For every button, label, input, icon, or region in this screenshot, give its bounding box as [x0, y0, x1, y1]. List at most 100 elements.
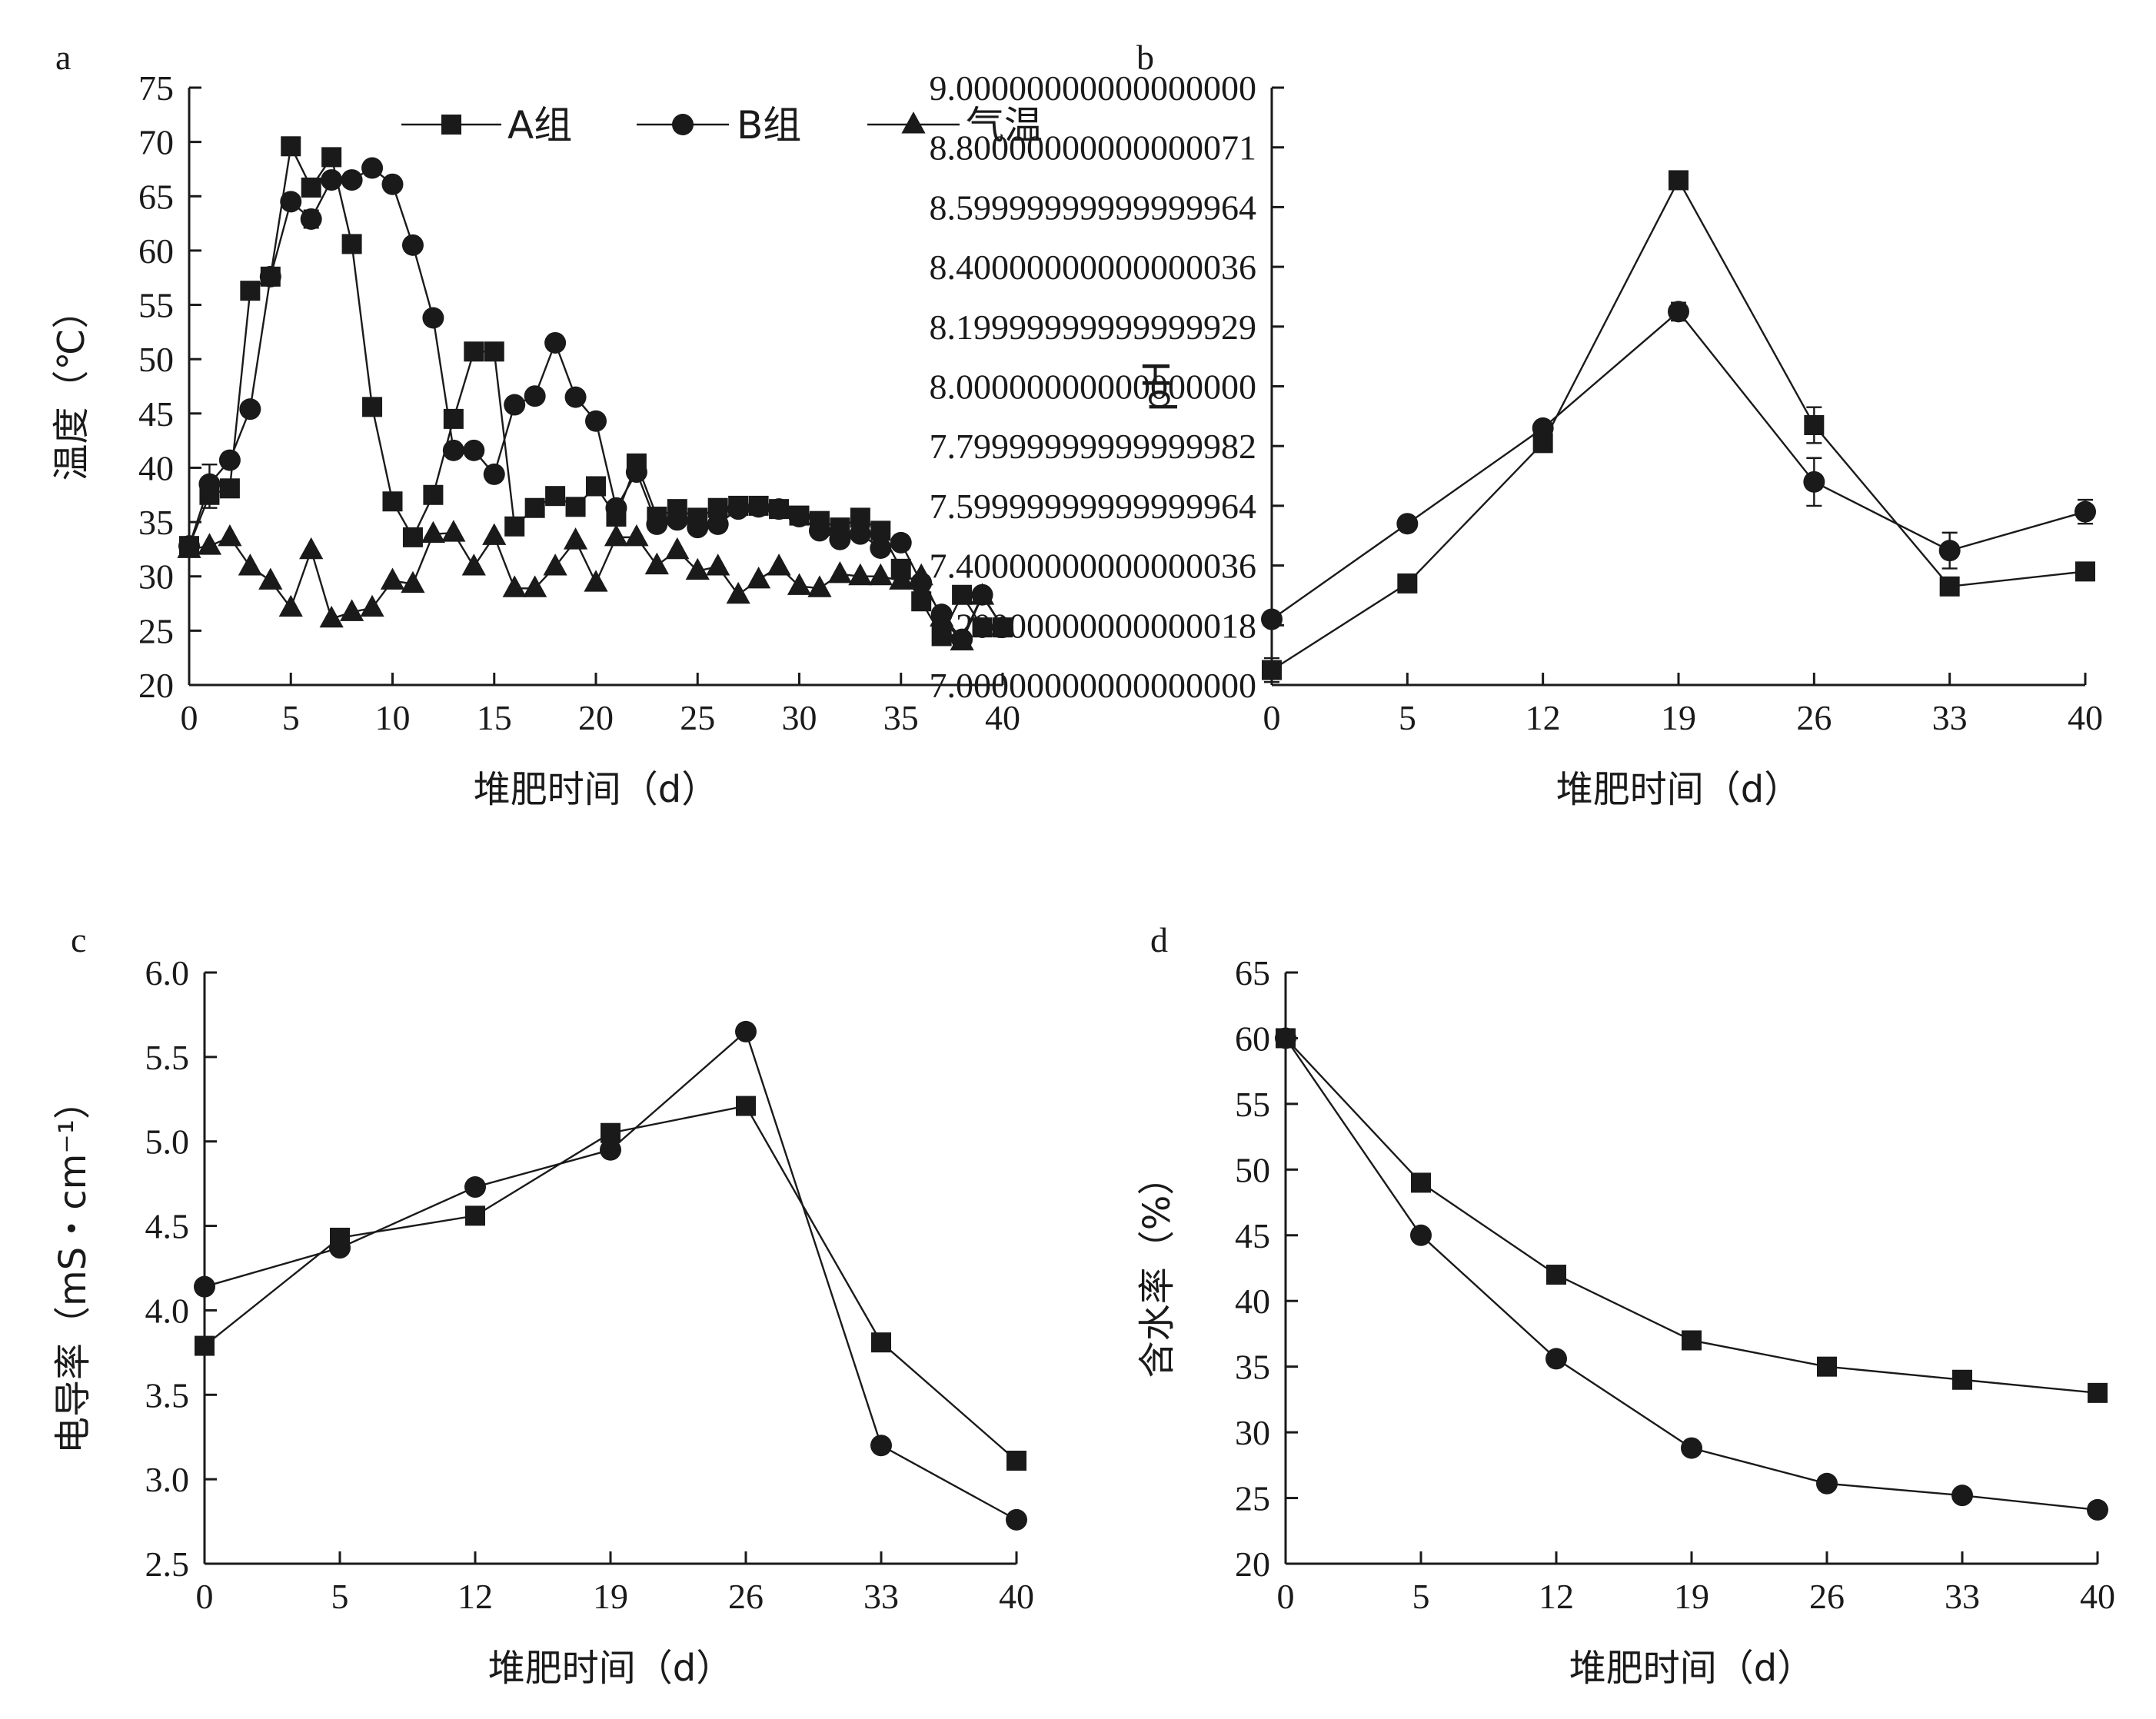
- y-tick-label: 4.5: [145, 1207, 190, 1246]
- data-point-square: [465, 1205, 485, 1226]
- x-tick-label: 26: [1809, 1577, 1845, 1616]
- x-tick-label: 19: [1674, 1577, 1709, 1616]
- data-point-circle: [1261, 608, 1283, 630]
- data-point-circle: [1532, 417, 1554, 439]
- data-point-square: [195, 1335, 215, 1356]
- y-tick-label: 60: [1235, 1019, 1270, 1058]
- y-tick-label: 7.20000000000000018: [930, 606, 1257, 645]
- data-point-circle: [2074, 500, 2096, 523]
- data-point-circle: [1668, 301, 1689, 323]
- data-point-circle: [280, 191, 302, 213]
- data-point-circle: [239, 398, 261, 421]
- x-tick-label: 5: [331, 1577, 349, 1616]
- chart-panel-c: c 0 5 12 19 26 33 40 2.5 3.0 3.5 4.0 4.5 5.0 5.5 6.0 堆肥时…: [52, 920, 1034, 1690]
- data-point-triangle: [482, 523, 507, 545]
- x-tick-label: 30: [782, 698, 817, 737]
- data-point-triangle: [523, 575, 547, 597]
- data-point-square: [281, 136, 301, 157]
- data-point-circle: [1816, 1472, 1838, 1495]
- y-tick-label: 25: [1235, 1479, 1270, 1518]
- chart-panel-d: d 0 5 12 19 26 33 40 20 25 30 35 40 45 50 55 60 65 堆肥时间（d）…: [1136, 920, 2115, 1690]
- x-tick-label: 25: [680, 698, 715, 737]
- data-point-triangle: [197, 533, 222, 555]
- data-point-triangle: [706, 554, 730, 576]
- data-point-triangle: [360, 594, 384, 617]
- y-tick-label: 70: [138, 123, 174, 162]
- data-point-circle: [198, 473, 221, 495]
- data-point-square: [586, 476, 606, 497]
- y-tick-label: 8.59999999999999964: [930, 188, 1257, 227]
- data-point-circle: [585, 410, 607, 432]
- x-tick-label: 19: [593, 1577, 628, 1616]
- data-point-circle: [849, 523, 871, 545]
- data-point-square: [443, 408, 464, 429]
- data-point-square: [972, 617, 993, 638]
- data-point-circle: [666, 509, 688, 531]
- data-point-triangle: [970, 583, 995, 605]
- data-point-circle: [735, 1020, 757, 1042]
- x-tick-label: 19: [1661, 698, 1696, 737]
- data-point-triangle: [848, 563, 873, 586]
- y-tick-label: 40: [1235, 1282, 1270, 1321]
- data-point-circle: [808, 520, 830, 542]
- data-point-circle: [1545, 1348, 1567, 1370]
- y-tick-label: 7.79999999999999982: [930, 427, 1257, 466]
- data-point-square: [2088, 1382, 2108, 1403]
- legend-marker-circle: [672, 114, 694, 135]
- y-tick-label: 35: [1235, 1348, 1270, 1387]
- x-tick-label: 20: [578, 698, 614, 737]
- y-tick-label: 20: [1235, 1544, 1270, 1584]
- series-triangle: [177, 520, 1015, 650]
- series-line: [1271, 310, 2086, 620]
- data-point-square: [952, 584, 973, 605]
- y-tick-label: 30: [138, 557, 174, 597]
- data-point-circle: [829, 528, 851, 550]
- data-point-triangle: [644, 552, 669, 575]
- data-point-triangle: [665, 537, 690, 560]
- data-point-triangle: [827, 560, 852, 584]
- data-point-triangle: [218, 524, 242, 547]
- data-point-square: [1804, 415, 1825, 436]
- series-circle: [1275, 1027, 2108, 1521]
- data-point-square: [504, 516, 525, 537]
- y-tick-label: 6.0: [145, 953, 190, 992]
- y-tick-label: 40: [138, 448, 174, 487]
- data-point-square: [1411, 1172, 1431, 1193]
- data-point-circle: [1938, 540, 1961, 562]
- y-tick-label: 60: [138, 231, 174, 271]
- data-point-circle: [1803, 470, 1825, 493]
- data-point-square: [1006, 1450, 1026, 1471]
- data-point-square: [931, 626, 952, 647]
- x-tick-label: 40: [2068, 698, 2103, 737]
- data-point-circle: [870, 1435, 892, 1457]
- y-tick-label: 8.00000000000000000: [930, 367, 1257, 407]
- data-point-triangle: [461, 554, 486, 576]
- data-point-circle: [890, 531, 912, 554]
- x-tick-label: 10: [375, 698, 411, 737]
- y-axis-title: 含水率（%）: [1136, 1159, 1179, 1378]
- panel-letter: a: [55, 38, 71, 77]
- data-point-triangle: [401, 570, 425, 594]
- data-point-circle: [1681, 1437, 1702, 1459]
- data-point-circle: [329, 1237, 351, 1259]
- data-point-circle: [422, 307, 444, 329]
- data-point-square: [321, 147, 342, 168]
- data-point-triangle: [380, 567, 405, 590]
- data-point-square: [871, 1332, 891, 1353]
- data-point-square: [1682, 1330, 1702, 1351]
- data-point-square: [1817, 1356, 1837, 1377]
- data-point-circle: [707, 513, 729, 535]
- y-tick-label: 8.40000000000000036: [930, 248, 1257, 287]
- y-tick-label: 8.19999999999999929: [930, 308, 1257, 347]
- y-tick-label: 5.5: [145, 1038, 190, 1077]
- data-point-circle: [300, 208, 322, 230]
- x-tick-label: 12: [457, 1577, 493, 1616]
- data-point-triangle: [868, 563, 893, 586]
- y-tick-label: 20: [138, 666, 174, 705]
- data-point-circle: [544, 331, 567, 354]
- y-axis-title: 电导率（mS・cm⁻¹）: [52, 1082, 95, 1454]
- data-point-triangle: [502, 575, 527, 597]
- data-point-triangle: [950, 628, 974, 650]
- data-point-circle: [870, 537, 892, 559]
